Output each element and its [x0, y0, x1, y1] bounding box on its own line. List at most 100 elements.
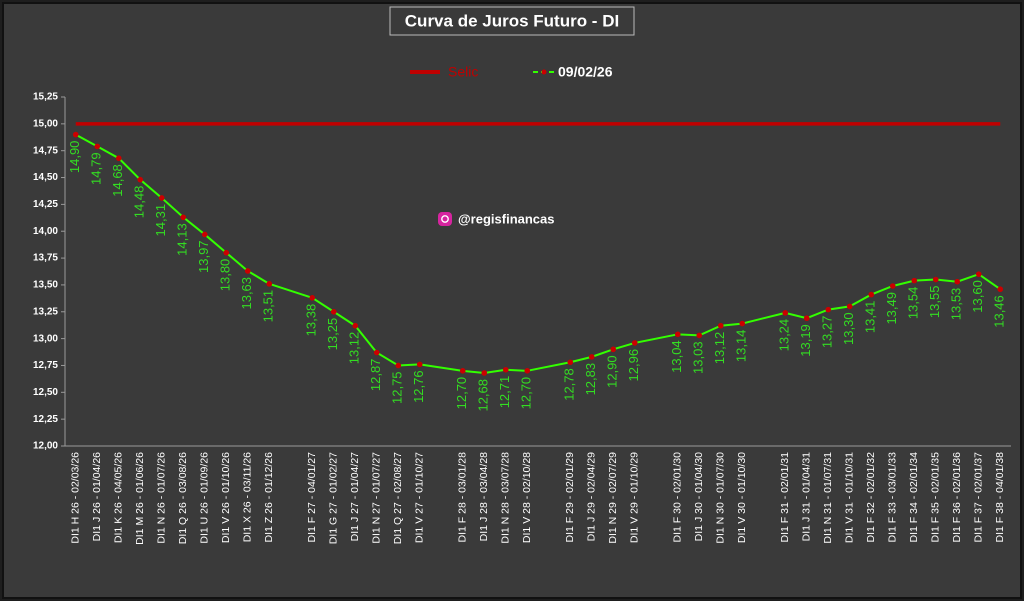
x-tick-label: DI1 F 28 - 03/01/28: [457, 452, 469, 543]
point: [782, 310, 789, 316]
x-tick-label: DI1 H 26 - 02/03/26: [70, 452, 82, 544]
x-tick-label: DI1 N 30 - 01/07/30: [715, 452, 727, 544]
curve-connector: [419, 363, 463, 372]
data-label: 12,70: [519, 377, 534, 410]
point: [803, 315, 810, 322]
y-tick-label: 13,75: [33, 253, 58, 264]
data-label: 13,97: [196, 240, 211, 273]
chart-title: Curva de Juros Futuro - DI: [405, 11, 619, 30]
data-label: 13,19: [798, 324, 813, 357]
y-tick-label: 14,50: [33, 172, 58, 183]
point: [610, 346, 617, 353]
point: [244, 268, 251, 274]
data-label: 12,70: [454, 377, 469, 410]
data-label: 13,53: [949, 288, 964, 321]
y-tick-label: 14,75: [33, 145, 58, 156]
point: [72, 131, 79, 138]
point: [115, 155, 122, 162]
x-tick-label: DI1 F 34 - 02/01/34: [908, 452, 920, 543]
point: [868, 291, 875, 298]
x-tick-label: DI1 F 32 - 02/01/32: [865, 452, 877, 543]
y-tick-label: 12,00: [33, 441, 58, 452]
point: [567, 359, 574, 366]
point: [588, 354, 595, 360]
x-tick-label: DI1 Q 27 - 02/08/27: [392, 452, 404, 544]
point: [911, 277, 918, 284]
x-tick-label: DI1 V 30 - 01/10/30: [736, 452, 748, 543]
x-tick-label: DI1 F 33 - 03/01/33: [887, 452, 899, 543]
point: [975, 271, 982, 277]
x-tick-label: DI1 N 31 - 01/07/31: [822, 452, 834, 544]
data-label: 12,78: [562, 368, 577, 401]
data-label: 12,75: [390, 371, 405, 404]
data-label: 13,63: [239, 277, 254, 310]
data-label: 13,51: [261, 290, 276, 323]
data-label: 12,96: [626, 349, 641, 382]
data-label: 13,55: [927, 286, 942, 319]
point: [416, 361, 423, 368]
y-tick-label: 14,25: [33, 199, 58, 210]
data-label: 12,90: [605, 355, 620, 388]
x-tick-label: DI1 Q 26 - 03/08/26: [177, 452, 189, 544]
data-label: 14,48: [132, 186, 147, 219]
point: [524, 368, 531, 374]
point: [309, 295, 316, 301]
x-tick-label: DI1 Z 26 - 01/12/26: [263, 452, 275, 543]
data-label: 12,68: [476, 379, 491, 412]
x-tick-label: DI1 J 28 - 03/04/28: [478, 452, 490, 541]
x-tick-label: DI1 J 30 - 01/04/30: [693, 452, 705, 541]
point: [997, 286, 1004, 293]
data-label: 14,90: [67, 141, 82, 174]
data-label: 13,80: [218, 259, 233, 292]
point: [158, 195, 165, 201]
point: [674, 331, 681, 338]
instagram-icon-lens: [441, 215, 449, 223]
point: [717, 322, 724, 329]
point: [137, 176, 144, 183]
data-label: 13,04: [669, 340, 684, 373]
legend-label: Selic: [448, 64, 478, 80]
point: [395, 362, 402, 369]
data-label: 13,30: [841, 312, 856, 345]
point: [739, 320, 746, 327]
curve-connector: [268, 282, 313, 299]
x-tick-label: DI1 F 37 - 02/01/37: [973, 452, 985, 543]
x-tick-label: DI1 F 36 - 02/01/36: [951, 452, 963, 543]
y-tick-label: 13,00: [33, 333, 58, 344]
point: [266, 281, 273, 287]
y-tick-label: 12,25: [33, 414, 58, 425]
x-tick-label: DI1 F 29 - 02/01/29: [564, 452, 576, 543]
curve-connector: [742, 311, 786, 325]
point: [373, 349, 380, 356]
x-tick-label: DI1 V 26 - 01/10/26: [220, 452, 232, 543]
curve-line: [677, 322, 743, 337]
point: [223, 249, 230, 256]
data-label: 12,76: [411, 370, 426, 403]
point: [502, 366, 509, 373]
curve-line: [311, 296, 420, 367]
watermark: @regisfinancas: [438, 211, 555, 226]
data-label: 13,27: [820, 316, 835, 349]
point: [846, 303, 853, 310]
y-tick-label: 15,25: [33, 92, 58, 103]
y-tick-label: 13,50: [33, 280, 58, 291]
x-tick-label: DI1 J 27 - 01/04/27: [349, 452, 361, 541]
y-tick-label: 12,50: [33, 387, 58, 398]
y-tick-label: 14,00: [33, 226, 58, 237]
x-tick-label: DI1 F 30 - 02/01/30: [672, 452, 684, 543]
y-tick-label: 12,75: [33, 360, 58, 371]
x-tick-label: DI1 F 27 - 04/01/27: [306, 452, 318, 543]
point: [631, 340, 638, 346]
curve-line: [462, 368, 528, 374]
data-label: 12,71: [497, 376, 512, 409]
x-tick-label: DI1 U 26 - 01/09/26: [199, 452, 211, 544]
x-tick-label: DI1 J 31 - 01/04/31: [801, 452, 813, 541]
data-label: 14,31: [153, 204, 168, 237]
data-label: 13,54: [906, 287, 921, 320]
x-tick-label: DI1 F 35 - 02/01/35: [930, 452, 942, 543]
data-label: 13,38: [304, 304, 319, 337]
point: [459, 368, 466, 374]
x-tick-label: DI1 F 31 - 02/01/31: [779, 452, 791, 543]
